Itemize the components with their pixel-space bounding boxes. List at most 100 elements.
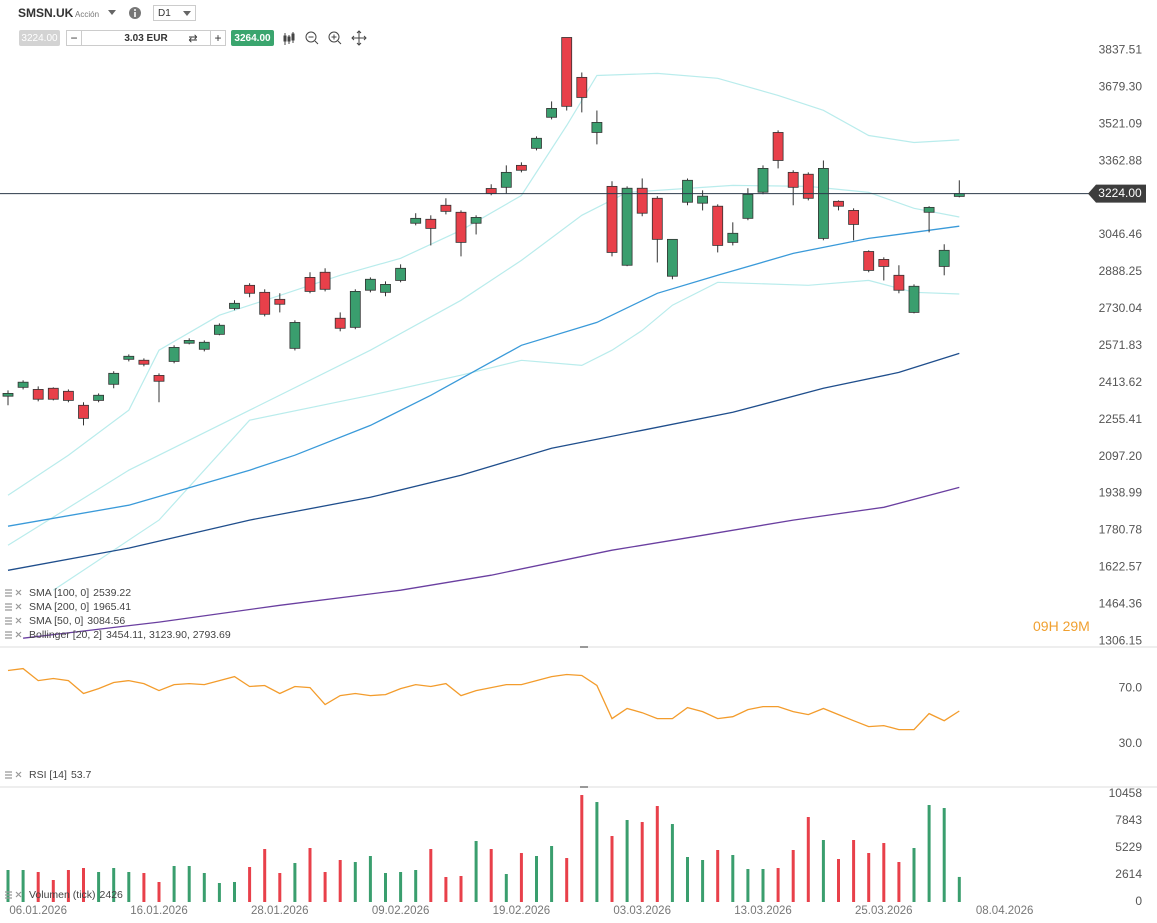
volume-bar [489,849,493,902]
candle-body [712,205,724,246]
x-tick-label: 09.02.2026 [372,905,430,917]
volume-bar [429,849,433,902]
candle-body [576,76,588,98]
legend-name: SMA [200, 0] [29,601,89,613]
symbol-dropdown[interactable] [106,8,118,18]
candle-body [470,217,482,224]
volume-bar [701,860,705,902]
volume-bar [82,868,85,902]
candle-body [183,340,195,344]
y-tick-label: 2614 [1115,867,1142,881]
candle-body [531,137,542,149]
last-price-tag [1088,184,1146,203]
y-tick-label: 2097.20 [1099,449,1143,463]
y-tick-label: 1464.36 [1099,596,1143,610]
candle-body [923,206,935,213]
volume-bar [776,868,780,902]
legend-entry: SMA [50, 0] 3084.56 [29,615,125,627]
candle-body [440,204,452,212]
legend-remove-icon [15,603,22,610]
candle-body [2,392,14,397]
volume-bar [112,868,116,902]
candle-body [63,390,74,401]
candle-body [802,173,814,199]
candle-body [682,179,693,203]
volume-bar [565,858,569,902]
decrease-volume[interactable]: − [66,30,82,46]
candle-body [93,394,104,401]
candle-body [32,389,44,400]
y-tick-label: 3679.30 [1099,80,1143,94]
candle-body [425,218,437,229]
dropdown-arrow [183,11,191,16]
volume-bar [353,862,357,902]
volume-bar [504,874,508,902]
volume-bar [806,817,810,902]
candle-body [153,375,165,382]
info-button[interactable] [128,6,142,20]
volume-bar [625,820,629,902]
candle-body [878,259,890,267]
bid-price[interactable]: 3224.00 [19,30,60,46]
candle-body [787,171,799,188]
y-tick-label: 3837.51 [1099,43,1143,57]
chart-type-button[interactable] [283,32,295,45]
candle-body [108,372,120,385]
volume-bar [610,836,614,902]
swap-button[interactable]: ⇄ [188,32,198,45]
volume-bar [263,849,267,902]
y-tick-label: 3521.09 [1099,116,1143,130]
volume-bar [897,862,901,902]
volume-bar [414,870,418,902]
timeframe-select[interactable]: D1 [153,5,196,21]
x-tick-label: 08.04.2026 [976,905,1034,917]
volume-bar [459,876,463,902]
ask-price[interactable]: 3264.00 [231,30,274,46]
volume-bar [580,795,584,902]
volume-bar [127,872,131,902]
volume-bar [278,873,282,902]
y-tick-label: 1780.78 [1099,523,1143,537]
candle-body [138,359,150,365]
candle-body [213,324,225,335]
zoom-out-button[interactable] [305,31,319,45]
volume-bar [882,843,886,902]
crosshair-button[interactable] [351,30,367,46]
volume-bar [399,872,403,902]
legend-remove-icon [15,589,22,596]
candle-body [606,185,618,253]
volume-bar [97,872,101,902]
candle-body [17,381,29,388]
candle-body [395,267,407,281]
x-tick-label: 25.03.2026 [855,905,913,917]
candle-body [833,200,844,207]
y-tick-label: 30.0 [1119,736,1143,750]
volume-bar [761,869,765,902]
candle-body [319,271,331,290]
candle-body [304,277,316,292]
volume-bar [655,806,659,902]
volume-bar [942,808,946,902]
y-tick-label: 2571.83 [1099,338,1143,352]
volume-bar [202,873,206,902]
volume-bar [852,840,856,902]
last-price-label: 3224.00 [1098,186,1142,200]
zoom-in-button[interactable] [328,31,342,45]
candle-body [591,122,603,133]
overlay-group [7,72,960,639]
volume-bar [474,841,478,902]
volume-bar [187,866,191,902]
increase-volume[interactable]: + [210,30,226,46]
volume-bar [444,877,448,902]
candle-body [334,317,346,329]
x-tick-label: 03.03.2026 [613,905,671,917]
legend-value: 2426 [100,889,124,901]
candle-body [364,278,376,291]
legend-value: 2539.22 [93,587,131,599]
volume-bar [535,856,538,902]
volume-input[interactable]: 3.03 EUR [82,30,210,46]
x-tick-label: 06.01.2026 [9,905,67,917]
y-tick-label: 70.0 [1119,681,1143,695]
